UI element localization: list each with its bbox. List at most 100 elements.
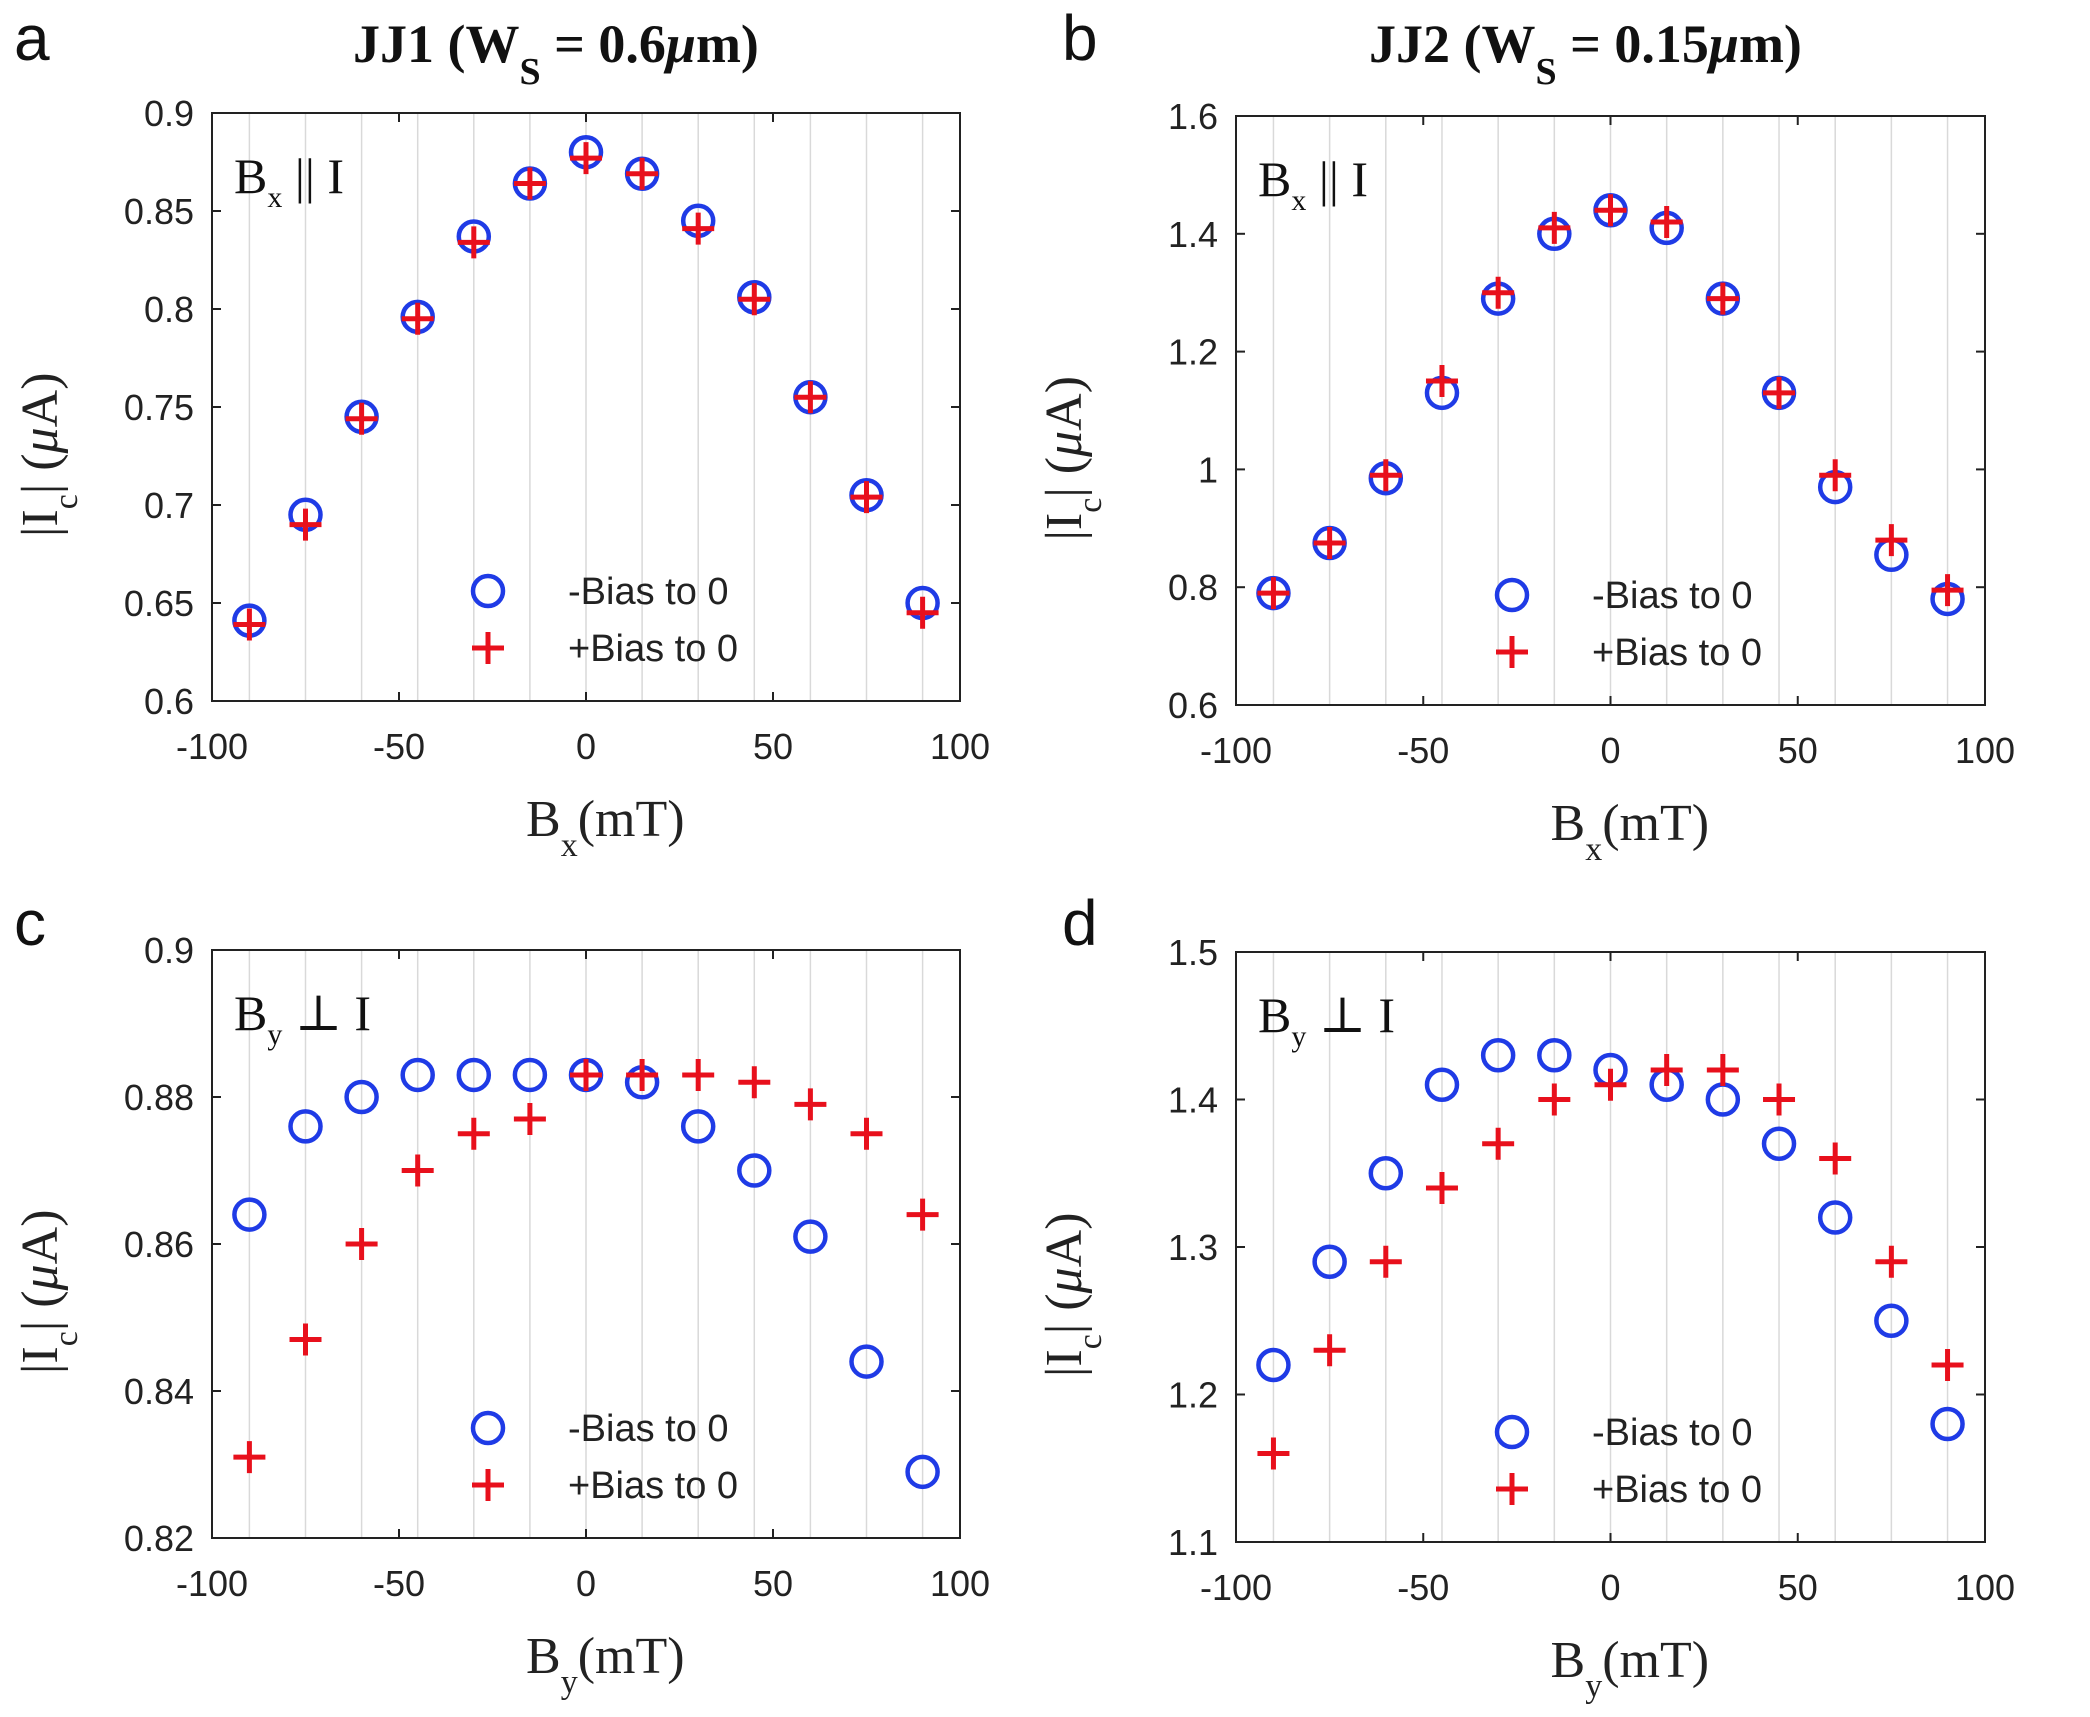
- circle-point: [849, 1344, 884, 1379]
- plus-point: [1650, 206, 1683, 239]
- legend-circle-marker: [470, 573, 506, 609]
- circle-point: [1930, 1406, 1965, 1442]
- plus-point: [1425, 1172, 1458, 1204]
- panel-letter: a: [14, 2, 50, 74]
- plus-point: [626, 157, 659, 190]
- x-tick-label: 50: [753, 726, 793, 767]
- circle-point: [400, 1057, 435, 1093]
- x-tick-label: 0: [1600, 1567, 1620, 1608]
- x-tick-label: 100: [1955, 1567, 2015, 1608]
- circle-point: [1761, 1126, 1797, 1161]
- y-axis-label: |Ic| (μA): [12, 1209, 85, 1374]
- panel-title: JJ1 (WS = 0.6μm): [353, 14, 759, 93]
- y-axis-label: |Ic| (μA): [1036, 1212, 1109, 1377]
- legend-plus-marker: [472, 1469, 504, 1501]
- plus-point: [1650, 1054, 1683, 1086]
- plus-point: [1369, 1245, 1402, 1278]
- plus-point: [1594, 194, 1627, 227]
- panel-letter: c: [14, 887, 46, 959]
- circle-point: [232, 1197, 267, 1232]
- panel-c: -100 -50 0 50 100 0.82 0.84 0.86 0.88 0.9 -Bias to…: [12, 887, 990, 1701]
- y-tick-label: 0.85: [124, 191, 194, 232]
- legend-label: +Bias to 0: [568, 628, 738, 670]
- x-tick-label: 0: [1600, 730, 1620, 771]
- x-tick-label: 100: [1955, 730, 2015, 771]
- plus-point: [1875, 1245, 1908, 1278]
- y-tick-label: 1.2: [1168, 332, 1218, 373]
- plus-point: [401, 302, 434, 335]
- legend-label: -Bias to 0: [568, 1408, 729, 1450]
- y-axis-label: |Ic| (μA): [12, 372, 85, 537]
- y-tick-label: 1.4: [1168, 214, 1218, 255]
- plus-point: [1763, 1083, 1796, 1116]
- plus-point: [570, 142, 602, 175]
- plus-point: [906, 596, 939, 629]
- plus-point: [1425, 365, 1458, 398]
- y-tick-label: 1.2: [1168, 1375, 1218, 1416]
- plus-point: [1706, 1054, 1739, 1086]
- circle-point: [1256, 1347, 1291, 1383]
- y-tick-label: 1.5: [1168, 932, 1218, 973]
- y-tick-label: 0.65: [124, 583, 194, 624]
- y-tick-label: 1: [1198, 449, 1218, 490]
- circle-point: [1480, 1038, 1516, 1073]
- legend-label: +Bias to 0: [1592, 632, 1762, 674]
- plus-point: [738, 283, 771, 316]
- x-tick-label: 50: [1778, 730, 1818, 771]
- plus-point: [1369, 459, 1402, 492]
- x-tick-label: 100: [930, 726, 990, 767]
- x-tick-label: -100: [1200, 1567, 1272, 1608]
- y-tick-label: 1.3: [1168, 1227, 1218, 1268]
- circle-point: [1368, 1156, 1404, 1191]
- plus-point: [233, 608, 266, 641]
- legend-label: -Bias to 0: [1592, 1412, 1753, 1454]
- panel-letter: d: [1062, 887, 1098, 959]
- y-tick-label: 0.84: [124, 1371, 194, 1412]
- x-tick-label: 0: [576, 1563, 596, 1604]
- plus-point: [1313, 527, 1346, 560]
- legend-plus-marker: [472, 632, 504, 664]
- plus-point: [401, 1154, 434, 1187]
- x-axis-label: Bx(mT): [1551, 795, 1710, 868]
- plus-point: [289, 508, 322, 541]
- legend-circle-marker: [1494, 1414, 1530, 1450]
- field-orientation-label: By ⊥ I: [234, 985, 371, 1051]
- y-tick-label: 0.88: [124, 1077, 194, 1118]
- y-tick-label: 1.6: [1168, 96, 1218, 137]
- y-tick-label: 0.82: [124, 1518, 194, 1559]
- y-tick-label: 0.6: [144, 681, 194, 722]
- circle-point: [344, 1079, 379, 1115]
- circle-point: [680, 1109, 716, 1144]
- plus-point: [682, 1058, 715, 1091]
- y-tick-label: 0.9: [144, 93, 194, 134]
- y-tick-label: 1.4: [1168, 1080, 1218, 1121]
- circle-point: [1312, 1244, 1347, 1279]
- y-tick-label: 0.6: [1168, 685, 1218, 726]
- panel-a: -100 -50 0 50 100 0.6 0.65 0.7 0.75 0.8 0.85 0.9 -Bi…: [12, 2, 990, 864]
- plus-point: [850, 481, 883, 514]
- legend-circle-marker: [470, 1410, 506, 1446]
- plus-point: [794, 381, 827, 414]
- x-axis-label: By(mT): [526, 1628, 685, 1701]
- x-tick-label: -100: [176, 1563, 248, 1604]
- circle-point: [512, 1057, 548, 1093]
- y-tick-label: 0.86: [124, 1224, 194, 1265]
- y-tick-label: 1.1: [1168, 1522, 1218, 1563]
- plus-point: [1763, 376, 1796, 409]
- x-tick-label: 0: [576, 726, 596, 767]
- circle-point: [737, 1153, 772, 1188]
- plus-point: [1819, 459, 1852, 492]
- x-tick-label: 50: [753, 1563, 793, 1604]
- circle-point: [1817, 1200, 1853, 1235]
- panel-letter: b: [1062, 2, 1098, 74]
- plus-point: [513, 1103, 546, 1136]
- plus-point: [1538, 211, 1571, 244]
- plus-point: [1257, 1437, 1290, 1470]
- panel-d: -100 -50 0 50 100 1.1 1.2 1.3 1.4 1.5 -Bias to 0 +B…: [1036, 887, 2015, 1705]
- legend-label: +Bias to 0: [1592, 1469, 1762, 1511]
- y-tick-label: 0.8: [144, 289, 194, 330]
- plus-point: [1482, 1127, 1515, 1160]
- x-tick-label: -100: [1200, 730, 1272, 771]
- plus-point: [457, 226, 490, 259]
